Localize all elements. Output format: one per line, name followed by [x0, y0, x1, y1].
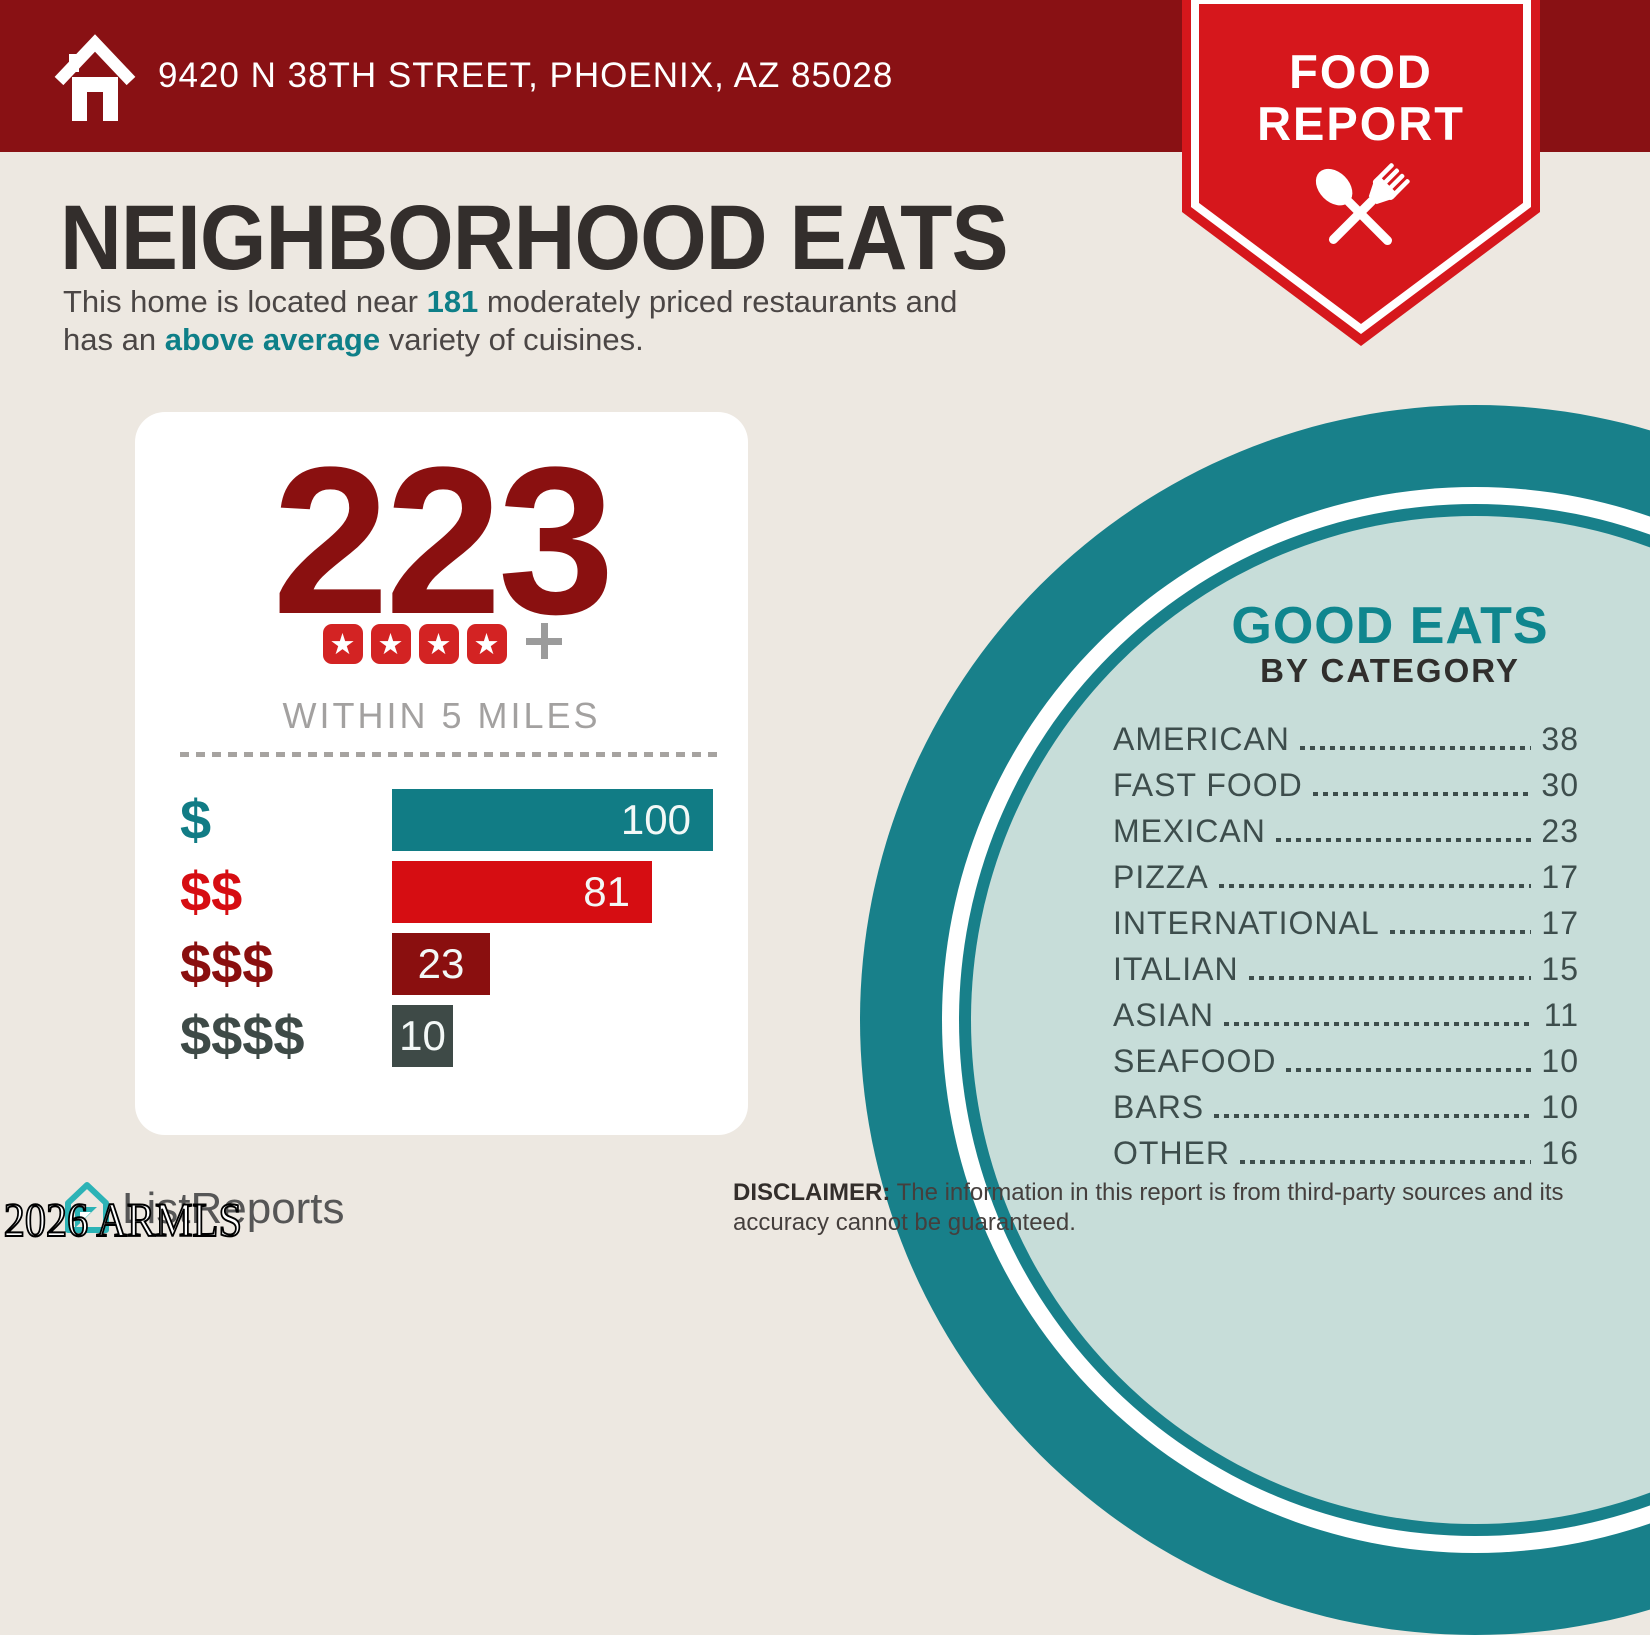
- category-value: 38: [1541, 721, 1579, 757]
- category-label: MEXICAN: [1113, 813, 1266, 849]
- radius-label: WITHIN 5 MILES: [282, 695, 601, 736]
- dotted-leader: [1214, 1114, 1532, 1118]
- category-label: FAST FOOD: [1113, 767, 1303, 803]
- category-row: OTHER 16: [1113, 1126, 1579, 1172]
- star-glyph: ★: [425, 626, 452, 661]
- disclaimer-text: The information in this report is from t…: [733, 1179, 1564, 1236]
- category-row: FAST FOOD 30: [1113, 758, 1579, 804]
- category-value: 23: [1541, 813, 1579, 849]
- listreports-house-icon: [62, 1180, 112, 1241]
- category-label: ITALIAN: [1113, 951, 1239, 987]
- dotted-leader: [1224, 1022, 1534, 1026]
- dotted-leader: [1240, 1160, 1532, 1164]
- subtitle-segment: variety of cuisines.: [380, 322, 644, 357]
- listreports-wordmark: ListReports: [122, 1184, 345, 1233]
- category-row: ITALIAN 15: [1113, 942, 1579, 988]
- food-report-ribbon: [1182, 0, 1540, 353]
- good-eats-subtitle: BY CATEGORY: [1260, 652, 1520, 689]
- star-icon: ★: [418, 623, 459, 664]
- subtitle-accent: 181: [426, 284, 479, 319]
- subtitle-segment: This home is located near: [63, 284, 427, 319]
- home-icon: [52, 30, 138, 127]
- star-icon: ★: [370, 623, 411, 664]
- dashed-divider: [180, 752, 720, 757]
- subtitle-segment: has an: [63, 322, 165, 357]
- disclaimer-label: DISCLAIMER:: [733, 1179, 891, 1206]
- category-label: AMERICAN: [1113, 721, 1290, 757]
- disclaimer: DISCLAIMER: The information in this repo…: [733, 1178, 1603, 1238]
- category-value: 10: [1541, 1043, 1579, 1079]
- good-eats-title: GOOD EATS: [1231, 597, 1549, 655]
- svg-text:2026 ARMLS: 2026 ARMLS: [4, 1194, 242, 1247]
- category-value: 11: [1543, 997, 1579, 1033]
- category-value: 15: [1541, 951, 1579, 987]
- dotted-leader: [1248, 976, 1532, 980]
- property-address: 9420 N 38TH STREET, PHOENIX, AZ 85028: [158, 56, 894, 95]
- category-value: 16: [1541, 1135, 1579, 1171]
- dotted-leader: [1312, 792, 1532, 796]
- subtitle-segment: moderately priced restaurants and: [478, 284, 958, 319]
- category-row: MEXICAN 23: [1113, 804, 1579, 850]
- subtitle-accent: above average: [164, 322, 381, 357]
- category-value: 30: [1541, 767, 1579, 803]
- category-list: AMERICAN 38 FAST FOOD 30 MEXICAN 23 PIZZA 17 INT…: [1113, 712, 1579, 1172]
- category-row: INTERNATIONAL 17: [1113, 896, 1579, 942]
- plus-icon: [523, 620, 565, 667]
- category-row: ASIAN 11: [1113, 988, 1579, 1034]
- category-label: SEAFOOD: [1113, 1043, 1277, 1079]
- spoon-fork-icon: [1291, 152, 1431, 287]
- star-glyph: ★: [377, 626, 404, 661]
- dotted-leader: [1218, 884, 1532, 888]
- dotted-leader: [1275, 838, 1532, 842]
- dotted-leader: [1299, 746, 1532, 750]
- star-glyph: ★: [473, 626, 500, 661]
- ribbon-title-line1: FOOD: [1289, 45, 1433, 98]
- category-row: PIZZA 17: [1113, 850, 1579, 896]
- page-subtitle: This home is located near 181 moderately…: [63, 283, 1143, 359]
- category-label: BARS: [1113, 1089, 1205, 1125]
- category-value: 17: [1541, 905, 1579, 941]
- category-value: 10: [1541, 1089, 1579, 1125]
- total-restaurants-count: 223: [272, 423, 614, 658]
- ribbon-title-line2: REPORT: [1257, 97, 1465, 150]
- category-row: BARS 10: [1113, 1080, 1579, 1126]
- star-rating: ★ ★ ★ ★: [135, 620, 748, 667]
- category-row: AMERICAN 38: [1113, 712, 1579, 758]
- category-label: OTHER: [1113, 1135, 1230, 1171]
- category-row: SEAFOOD 10: [1113, 1034, 1579, 1080]
- dotted-leader: [1389, 930, 1532, 934]
- star-icon: ★: [466, 623, 507, 664]
- armls-watermark: 2026 ARMLS: [2, 1192, 302, 1257]
- category-label: PIZZA: [1113, 859, 1209, 895]
- star-glyph: ★: [329, 626, 356, 661]
- dotted-leader: [1286, 1068, 1532, 1072]
- category-value: 17: [1541, 859, 1579, 895]
- category-label: ASIAN: [1113, 997, 1215, 1033]
- category-label: INTERNATIONAL: [1113, 905, 1380, 941]
- page-title: NEIGHBORHOOD EATS: [60, 187, 1009, 289]
- listreports-logo: ListReports: [62, 1180, 345, 1241]
- star-icon: ★: [322, 623, 363, 664]
